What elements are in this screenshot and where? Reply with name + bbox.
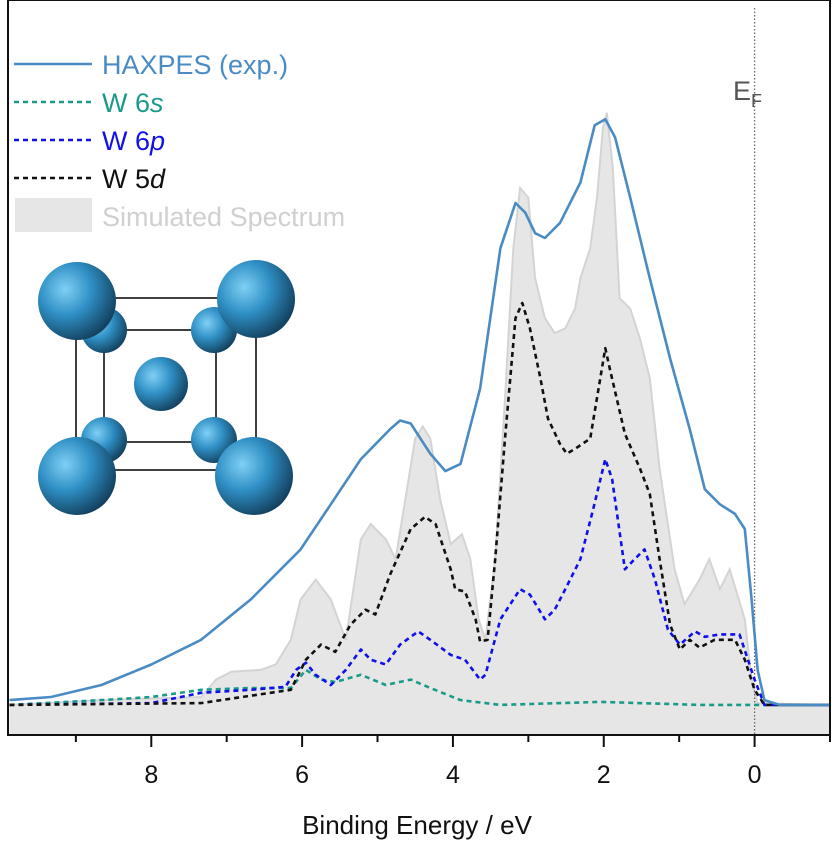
legend-label-w-6s: W 6s xyxy=(102,88,164,118)
series-simulated-spectrum-edge xyxy=(9,112,830,706)
fermi-level-label: EF xyxy=(733,76,762,111)
x-tick-label: 0 xyxy=(748,761,762,789)
legend-label-w-5d: W 5d xyxy=(102,164,166,194)
legend-label-w-6p: W 6p xyxy=(102,126,165,156)
series-w-5d xyxy=(9,301,830,707)
x-tick-label: 8 xyxy=(144,761,158,789)
x-tick-label: 6 xyxy=(295,761,309,789)
series-w-6s xyxy=(9,668,830,707)
legend-label-simulated-spectrum: Simulated Spectrum xyxy=(102,202,345,232)
atom-center xyxy=(134,357,188,411)
series-haxpes-exp xyxy=(9,118,830,707)
series-w-6p xyxy=(9,457,830,707)
plot-area: 8 6 4 2 0 xyxy=(7,0,831,789)
atom-corner xyxy=(38,437,116,515)
bcc-crystal-structure-inset xyxy=(38,260,295,515)
series-simulated-spectrum-fill xyxy=(9,112,830,735)
x-tick-label: 4 xyxy=(446,761,460,789)
atom-corner xyxy=(215,437,293,515)
legend-label-haxpes-exp: HAXPES (exp.) xyxy=(102,50,288,80)
legend-swatch-simulated-spectrum xyxy=(15,198,92,232)
x-axis-title: Binding Energy / eV xyxy=(302,810,532,840)
atom-corner xyxy=(38,262,116,340)
plot-frame xyxy=(7,0,831,736)
x-tick-label: 2 xyxy=(597,761,611,789)
legend: HAXPES (exp.) W 6s W 6p W 5d Simulated Spect… xyxy=(14,50,345,232)
atom-corner xyxy=(217,260,295,338)
